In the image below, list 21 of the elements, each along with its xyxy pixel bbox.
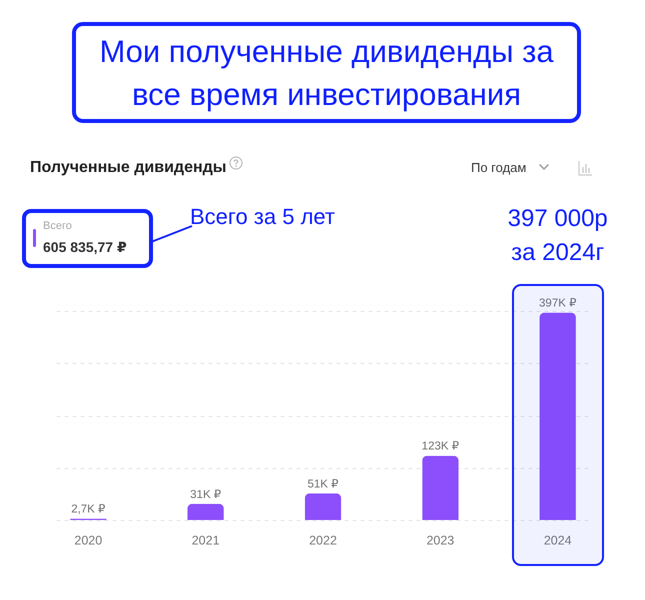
x-tick-label: 2022 [309, 534, 337, 548]
x-tick-label: 2023 [426, 534, 454, 548]
bar [540, 312, 576, 520]
x-tick-label: 2024 [544, 534, 572, 548]
chart-subtitle: Полученные дивиденды [30, 158, 226, 178]
chart-title: Мои полученные дивиденды за все время инвестирования [98, 32, 555, 114]
text: 605 835,77 ₽ [43, 239, 127, 256]
data-label: 123K ₽ [422, 440, 460, 453]
text: Всего [43, 220, 72, 232]
data-label: 2,7K ₽ [71, 504, 106, 516]
bar [187, 504, 224, 520]
x-tick-label: 2021 [192, 534, 220, 548]
bar [422, 456, 459, 520]
data-label: 31K ₽ [190, 488, 222, 501]
annotation: 397 000р за 2024г [506, 204, 609, 268]
text: Всего за 5 лет [190, 204, 335, 230]
text: По годам [471, 160, 526, 175]
data-label: 51K ₽ [308, 478, 338, 490]
data-label: 397K ₽ [539, 298, 576, 310]
x-tick-label: 2020 [74, 534, 102, 548]
bar [304, 493, 342, 520]
